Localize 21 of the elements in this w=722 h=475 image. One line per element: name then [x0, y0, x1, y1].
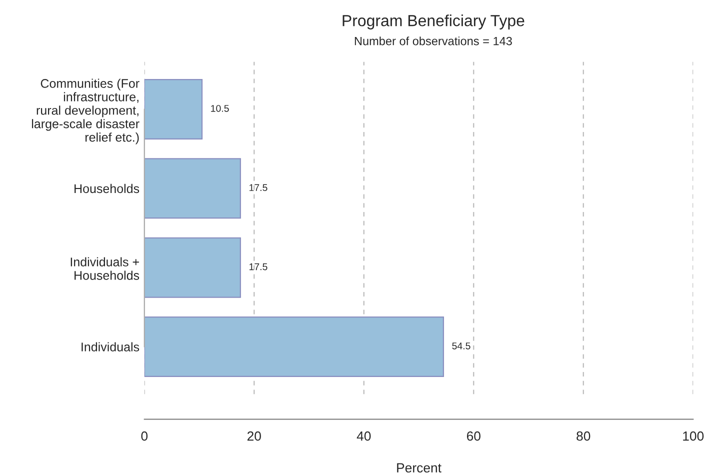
x-axis-title: Percent: [397, 463, 442, 472]
y-tick-label: Households: [74, 184, 140, 194]
data-label: 17.5: [250, 184, 268, 192]
data-label: 54.5: [452, 342, 470, 350]
x-tick-label: 20: [247, 431, 261, 441]
x-tick-label: 80: [576, 431, 590, 441]
chart-title: Program Beneficiary Type: [342, 14, 524, 30]
data-label: 10.5: [211, 104, 229, 112]
y-tick-label: Communities (For infrastructure, rural development, large-scale disaster relief etc.): [32, 78, 140, 144]
x-tick-label: 40: [356, 431, 371, 441]
x-tick-label: 60: [466, 431, 480, 441]
chart-subtitle: Number of observations = 143: [354, 36, 512, 46]
x-tick-label: 100: [683, 431, 704, 441]
bar: [144, 237, 241, 298]
y-tick-label: Individuals: [82, 342, 140, 352]
bar: [144, 316, 444, 377]
y-tick-label: Individuals + Households: [70, 257, 140, 280]
bar: [144, 79, 203, 140]
bar: [144, 158, 241, 219]
data-label: 17.5: [250, 263, 268, 270]
x-tick-label: 0: [141, 431, 148, 441]
